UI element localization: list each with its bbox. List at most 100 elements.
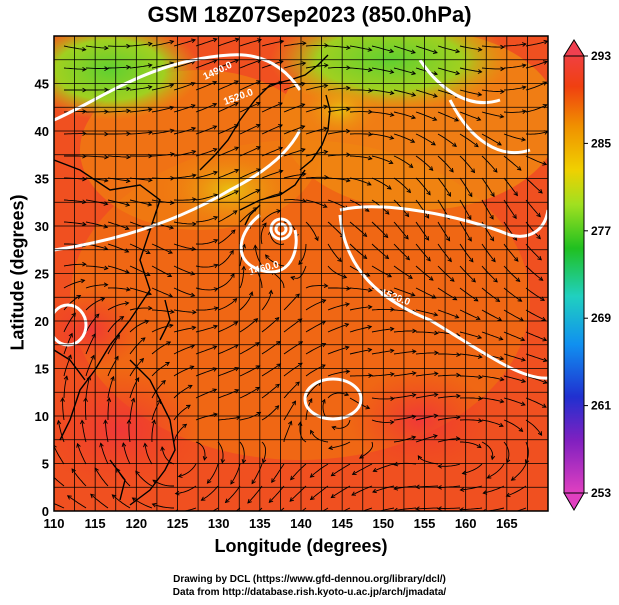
streamline-arrow — [191, 38, 196, 44]
streamline-arrow — [147, 41, 153, 47]
streamline-arrow — [388, 159, 394, 164]
streamline-arrow — [389, 112, 395, 117]
streamline-arrow — [432, 116, 438, 121]
streamline-arrow — [323, 149, 329, 155]
streamline — [371, 45, 394, 53]
streamline-arrow — [271, 478, 276, 483]
x-tick-label: 120 — [125, 516, 147, 531]
streamline — [81, 420, 87, 443]
streamline — [481, 419, 504, 427]
streamline-arrow — [490, 192, 495, 198]
streamline — [107, 356, 119, 377]
streamline — [371, 328, 394, 333]
streamline — [107, 265, 130, 274]
streamline-arrow — [351, 470, 357, 475]
streamline — [239, 412, 261, 421]
streamline — [525, 287, 545, 301]
streamline-arrow — [257, 38, 263, 43]
streamline — [107, 243, 129, 253]
colorbar-bottom-arrow — [563, 492, 585, 511]
streamline — [525, 60, 548, 69]
streamline — [371, 111, 394, 116]
streamline — [195, 103, 217, 113]
streamline-arrow — [147, 107, 153, 112]
streamline-arrow — [541, 316, 547, 321]
streamline-arrow — [521, 63, 527, 68]
streamline-arrow — [125, 202, 131, 207]
streamline — [371, 155, 393, 164]
streamline-arrow — [99, 442, 104, 448]
streamline-arrow — [410, 138, 416, 143]
streamline-arrow — [542, 379, 548, 384]
streamline — [437, 221, 450, 241]
streamline-arrow — [253, 244, 258, 250]
streamline-arrow — [224, 498, 230, 504]
streamline-arrow — [111, 494, 117, 499]
streamline-arrow — [477, 354, 483, 359]
streamline — [415, 373, 438, 377]
streamline — [438, 463, 461, 467]
streamline — [525, 309, 546, 321]
streamline — [503, 177, 518, 196]
streamline-arrow — [230, 229, 236, 235]
streamline-arrow — [408, 274, 413, 279]
streamline — [63, 354, 72, 377]
streamline-arrow — [478, 374, 483, 380]
streamline-arrow — [445, 236, 451, 242]
streamline-arrow — [295, 293, 300, 299]
streamline — [327, 45, 350, 49]
streamline-arrow — [60, 397, 65, 402]
streamline — [151, 399, 161, 421]
streamline-arrow — [513, 191, 518, 197]
streamline-arrow — [139, 357, 145, 363]
streamline — [129, 307, 152, 311]
streamline — [217, 229, 236, 245]
streamline-arrow — [426, 256, 431, 262]
streamline — [217, 38, 239, 47]
streamline-arrow — [389, 48, 395, 54]
streamline-arrow — [169, 152, 175, 157]
streamline-arrow — [289, 497, 295, 502]
streamline-arrow — [54, 444, 57, 448]
streamline-arrow — [433, 413, 439, 419]
streamline-arrow — [367, 324, 373, 330]
streamline — [459, 155, 475, 173]
streamline — [437, 507, 461, 510]
streamline-arrow — [169, 128, 175, 134]
streamline — [239, 441, 245, 464]
streamline — [481, 177, 495, 197]
streamline-arrow — [406, 188, 412, 194]
streamline — [415, 89, 438, 98]
streamline — [283, 341, 303, 355]
streamline — [415, 199, 429, 219]
streamline-arrow — [470, 168, 476, 174]
streamline — [261, 124, 283, 135]
streamline — [327, 323, 349, 333]
streamline — [437, 133, 457, 147]
streamline-arrow — [103, 224, 109, 229]
streamline-arrow — [90, 493, 95, 499]
streamline-arrow — [433, 71, 438, 76]
streamline — [437, 67, 460, 75]
streamline-arrow — [390, 307, 395, 312]
streamline-arrow — [190, 81, 196, 87]
streamline-arrow — [367, 155, 373, 161]
streamline — [371, 133, 394, 139]
streamline — [151, 62, 174, 69]
streamline-arrow — [345, 369, 351, 374]
streamline — [305, 381, 322, 399]
streamline-arrow — [433, 434, 438, 439]
x-tick-label: 115 — [85, 516, 106, 531]
x-tick-label: 110 — [44, 516, 65, 531]
streamline — [416, 331, 438, 334]
streamline — [393, 394, 416, 399]
streamline-arrow — [404, 212, 410, 218]
streamline — [122, 443, 131, 465]
streamline — [67, 495, 87, 509]
colorbar-tick-label: 253 — [591, 486, 611, 500]
streamline — [503, 64, 526, 69]
streamline-arrow — [206, 479, 212, 484]
streamline — [261, 341, 281, 355]
streamline — [217, 367, 239, 377]
streamline — [415, 393, 438, 399]
